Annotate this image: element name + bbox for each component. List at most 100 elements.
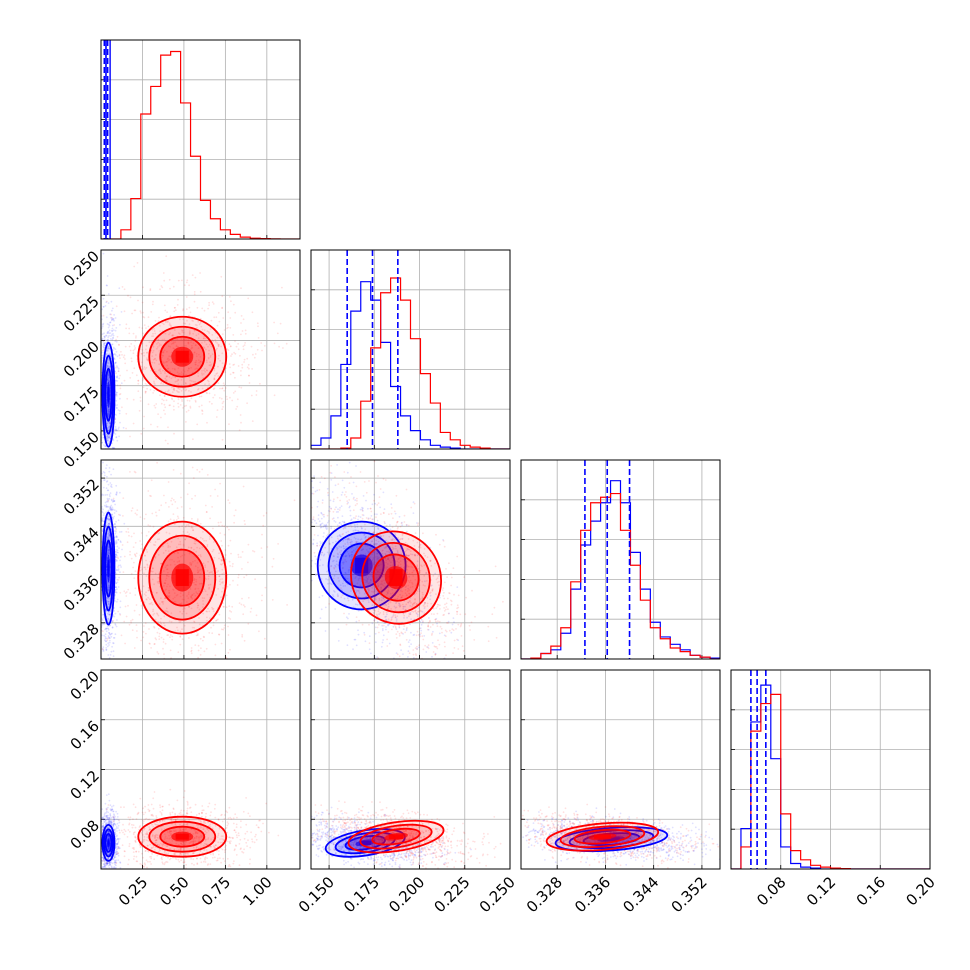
sample-point xyxy=(147,325,150,328)
sample-point xyxy=(115,361,117,364)
sample-point xyxy=(155,823,157,826)
sample-point xyxy=(127,528,129,530)
sample-point xyxy=(173,600,176,603)
sample-point xyxy=(123,522,126,525)
sample-point xyxy=(124,830,127,833)
sample-point xyxy=(182,407,184,409)
sample-point xyxy=(217,834,220,837)
sample-point xyxy=(165,845,168,848)
sample-point xyxy=(110,865,113,868)
sample-point xyxy=(115,591,118,594)
sample-point xyxy=(142,311,145,314)
sample-point xyxy=(178,333,181,335)
sample-point xyxy=(183,284,186,287)
sample-point xyxy=(170,838,173,840)
sample-point xyxy=(154,332,157,335)
sample-point xyxy=(196,367,199,370)
sample-point xyxy=(171,638,174,641)
sample-point xyxy=(160,617,162,620)
sample-point xyxy=(114,530,116,532)
sample-point xyxy=(114,867,116,869)
sample-point xyxy=(147,589,150,592)
sample-point xyxy=(203,329,206,331)
sample-point xyxy=(107,515,110,518)
sample-point xyxy=(104,635,107,638)
sample-point xyxy=(177,556,180,559)
sample-point xyxy=(152,559,155,561)
sample-point xyxy=(153,858,156,861)
sample-point xyxy=(213,369,216,372)
sample-point xyxy=(116,816,119,818)
sample-point xyxy=(161,845,164,847)
sample-point xyxy=(128,822,131,825)
sample-point xyxy=(132,833,135,836)
sample-point xyxy=(107,489,110,492)
sample-point xyxy=(189,806,192,809)
sample-point xyxy=(107,412,110,415)
sample-point xyxy=(179,540,182,543)
sample-point xyxy=(156,631,159,634)
sample-point xyxy=(197,644,200,647)
sample-point xyxy=(206,545,209,548)
sample-point xyxy=(192,560,194,563)
sample-point xyxy=(212,852,215,855)
sample-point xyxy=(214,488,217,491)
sample-point xyxy=(201,410,204,412)
sample-point xyxy=(250,831,253,834)
sample-point xyxy=(181,638,184,640)
sample-point xyxy=(103,342,105,345)
sample-point xyxy=(183,345,186,347)
sample-point xyxy=(192,380,195,383)
sample-point xyxy=(217,841,220,844)
sample-point xyxy=(143,572,145,575)
sample-point xyxy=(188,284,191,287)
sample-point xyxy=(148,642,151,645)
sample-point xyxy=(164,837,167,839)
sample-point xyxy=(158,538,161,540)
sample-point xyxy=(241,634,244,636)
sample-point xyxy=(187,341,190,344)
sample-point xyxy=(115,376,118,378)
sample-point xyxy=(162,545,164,548)
sample-point xyxy=(130,535,133,538)
sample-point xyxy=(175,546,178,549)
sample-point xyxy=(102,252,105,255)
sample-point xyxy=(106,808,108,811)
sample-point xyxy=(194,803,197,806)
sample-point xyxy=(107,523,110,525)
sample-point xyxy=(109,506,112,509)
sample-point xyxy=(178,372,181,375)
sample-point xyxy=(179,595,182,598)
sample-point xyxy=(188,606,190,608)
sample-point xyxy=(204,861,207,863)
sample-point xyxy=(114,433,117,435)
sample-point xyxy=(147,531,150,533)
sample-point xyxy=(197,587,200,590)
sample-point xyxy=(153,368,156,371)
sample-point xyxy=(117,569,120,572)
sample-point xyxy=(167,550,170,552)
sample-point xyxy=(102,824,105,827)
sample-point xyxy=(221,362,224,365)
sample-point xyxy=(209,328,212,331)
sample-point xyxy=(118,377,121,380)
sample-point xyxy=(107,822,110,824)
sample-point xyxy=(107,330,109,333)
sample-point xyxy=(226,526,229,529)
sample-point xyxy=(102,508,104,511)
sample-point xyxy=(212,845,215,848)
sample-point xyxy=(164,582,166,584)
sample-point xyxy=(185,338,188,340)
sample-point xyxy=(130,557,133,560)
contour-line xyxy=(103,525,114,612)
sample-point xyxy=(113,358,116,360)
sample-point xyxy=(186,824,189,827)
sample-point xyxy=(108,422,111,425)
sample-point xyxy=(119,393,122,395)
sample-point xyxy=(197,604,199,607)
sample-point xyxy=(134,826,137,829)
sample-point xyxy=(118,829,121,832)
sample-point xyxy=(169,585,171,588)
sample-point xyxy=(286,604,288,606)
sample-point xyxy=(158,638,161,640)
